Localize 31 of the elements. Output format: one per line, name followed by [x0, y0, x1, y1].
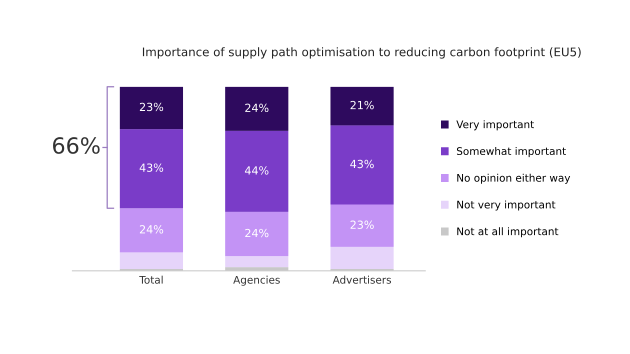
bar	[120, 208, 184, 252]
legend-label: No opinion either way	[457, 174, 570, 184]
bar	[120, 252, 184, 269]
x-tick-label: Advertisers	[332, 276, 392, 284]
annotation: 66%	[53, 137, 100, 154]
bar	[120, 129, 184, 208]
data-label: 43%	[140, 163, 164, 172]
bar	[225, 130, 288, 212]
legend-label: Not at all important	[457, 227, 558, 238]
bar	[225, 86, 288, 131]
legend-label: Very important	[456, 120, 534, 130]
bar	[330, 246, 394, 269]
bar	[330, 204, 394, 247]
x-tick-label: Agencies	[233, 276, 280, 286]
bar	[120, 86, 184, 130]
data-label: 44%	[244, 166, 268, 175]
bar	[225, 256, 288, 268]
legend-label: Not very important	[457, 200, 556, 211]
x-tick-label: Total	[139, 276, 163, 284]
data-label: 24%	[140, 225, 164, 234]
data-label: 43%	[350, 160, 374, 168]
legend-label: Somewhat important	[456, 146, 566, 158]
bar	[330, 86, 394, 126]
data-label: 23%	[350, 220, 374, 229]
bar	[225, 212, 288, 256]
data-label: 24%	[245, 104, 268, 112]
data-label: 24%	[245, 228, 268, 238]
chart-title: Importance of supply path optimisation to reducing carbon footprint (EU5)	[142, 47, 581, 59]
data-label: 21%	[350, 100, 374, 110]
bar	[330, 125, 394, 205]
data-label: 23%	[140, 102, 164, 112]
